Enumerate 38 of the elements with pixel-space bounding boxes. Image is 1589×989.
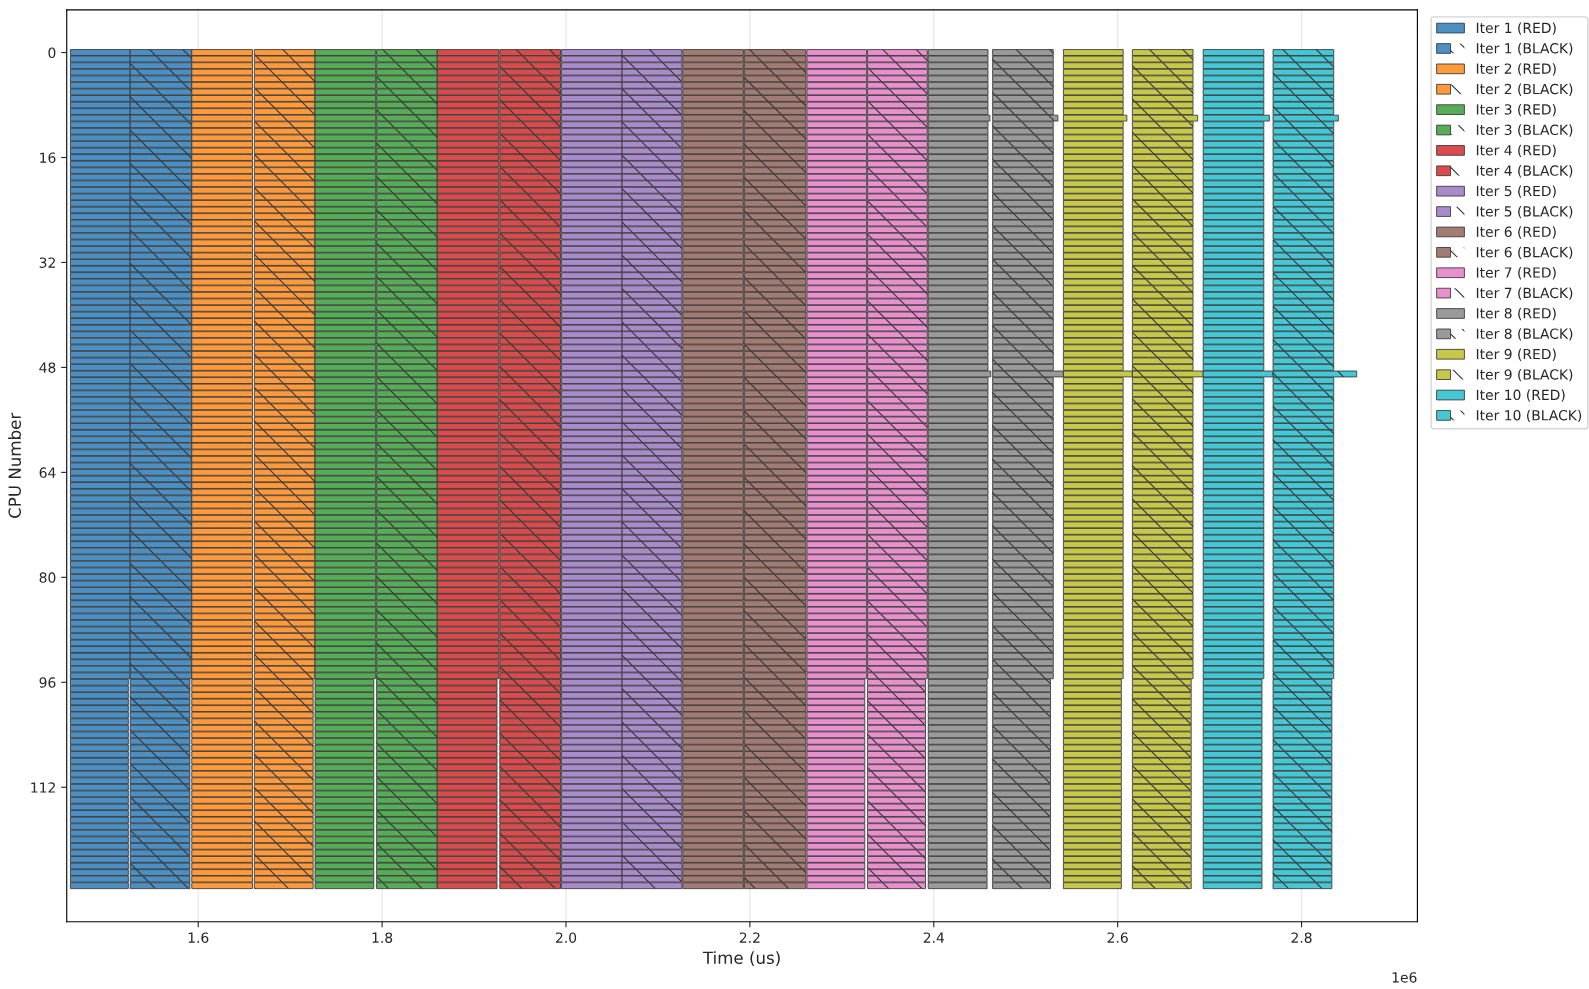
legend-label: Iter 5 (BLACK) xyxy=(1476,205,1573,219)
y-tick-label: 80 xyxy=(39,572,56,583)
legend-label: Iter 10 (RED) xyxy=(1476,389,1565,402)
legend-label: Iter 3 (RED) xyxy=(1476,103,1556,117)
legend-label: Iter 1 (RED) xyxy=(1476,22,1556,35)
y-tick-label: 32 xyxy=(39,257,55,268)
x-tick-label: 1.6 xyxy=(188,932,209,943)
y-tick-label: 0 xyxy=(48,47,56,59)
legend-label: Iter 4 (RED) xyxy=(1476,144,1556,158)
x-tick-label: 2.6 xyxy=(1107,932,1128,943)
legend-label: Iter 6 (RED) xyxy=(1476,226,1556,239)
y-tick-label: 48 xyxy=(39,362,56,373)
text: 1e6 xyxy=(1392,972,1417,983)
y-tick-label: 16 xyxy=(40,152,56,163)
y-tick-label: 64 xyxy=(39,467,56,478)
x-axis-title: Time (us) xyxy=(702,951,780,967)
legend-label: Iter 4 (BLACK) xyxy=(1476,165,1573,178)
y-tick-label: 96 xyxy=(39,677,56,688)
legend-label: Iter 3 (BLACK) xyxy=(1476,124,1573,137)
x-tick-label: 2.4 xyxy=(923,932,945,943)
x-tick-label: 2.2 xyxy=(739,932,760,943)
legend-label: Iter 8 (RED) xyxy=(1476,307,1556,321)
legend-label: Iter 7 (RED) xyxy=(1476,267,1556,280)
legend-label: Iter 10 (BLACK) xyxy=(1476,409,1582,423)
y-tick-label: 112 xyxy=(31,782,55,793)
legend-label: Iter 8 (BLACK) xyxy=(1476,328,1573,341)
legend-label: Iter 5 (RED) xyxy=(1476,185,1556,198)
x-tick-label: 2.0 xyxy=(555,932,577,943)
legend-label: Iter 9 (BLACK) xyxy=(1476,368,1573,382)
legend-label: Iter 2 (RED) xyxy=(1476,63,1556,76)
legend-label: Iter 2 (BLACK) xyxy=(1476,83,1573,96)
legend-label: Iter 7 (BLACK) xyxy=(1476,287,1573,300)
y-axis-title: CPU Number xyxy=(8,412,22,518)
x-tick-label: 2.8 xyxy=(1291,932,1312,943)
legend-label: Iter 9 (RED) xyxy=(1476,348,1556,361)
legend-label: Iter 1 (BLACK) xyxy=(1476,42,1573,56)
x-tick-label: 1.8 xyxy=(372,932,393,943)
legend-label: Iter 6 (BLACK) xyxy=(1476,246,1573,260)
